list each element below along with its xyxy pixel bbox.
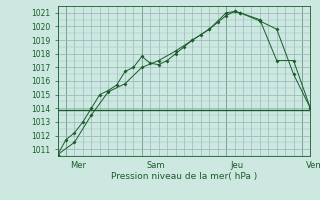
X-axis label: Pression niveau de la mer( hPa ): Pression niveau de la mer( hPa ) — [111, 172, 257, 181]
Text: Jeu: Jeu — [230, 161, 244, 170]
Text: Mer: Mer — [70, 161, 86, 170]
Text: Ven: Ven — [306, 161, 320, 170]
Text: Sam: Sam — [146, 161, 164, 170]
